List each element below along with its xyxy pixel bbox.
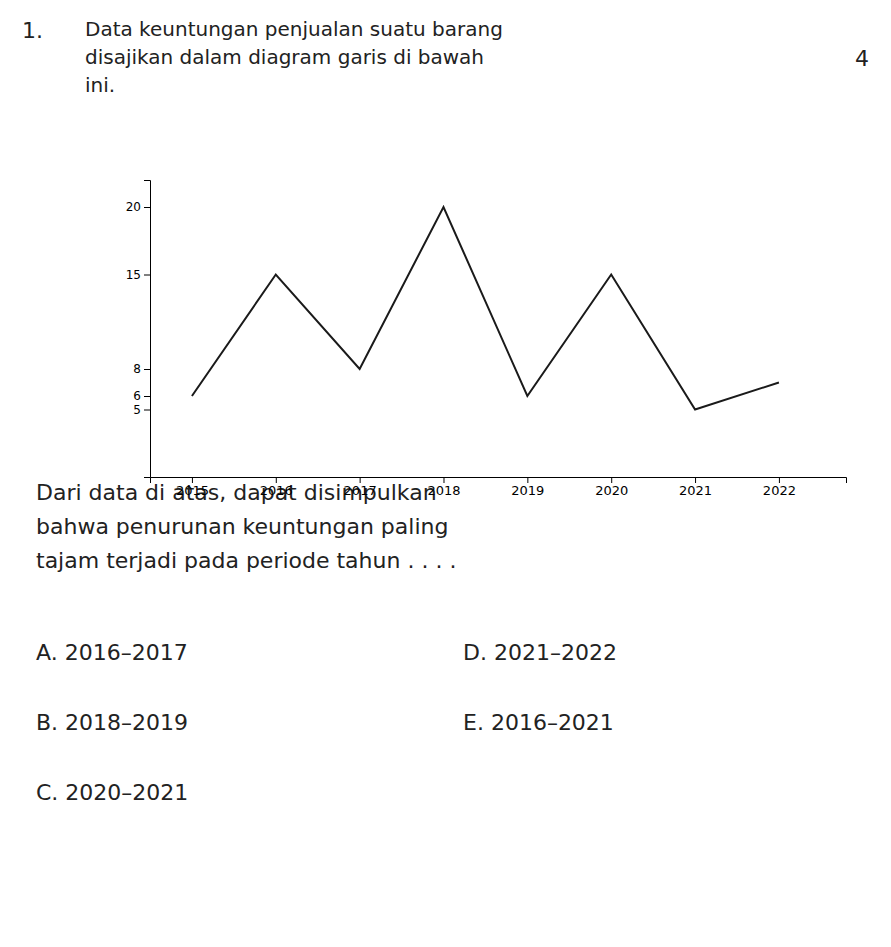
title: Data keuntungan penjualan suatu barang [85, 17, 503, 41]
x-tick-mark [276, 477, 277, 483]
y-tick: 15 [126, 268, 150, 282]
x-tick-label: 2015 [176, 483, 209, 498]
x-tick-label: 2019 [511, 483, 544, 498]
question: Dari data di atas, dapat disimpulkan [36, 480, 437, 505]
y-tick-mark [144, 410, 150, 411]
number-label: 1. [22, 18, 43, 43]
x-tick: 2018 [427, 477, 460, 498]
x-tick-mark [527, 477, 528, 483]
y-tick-label: 20 [126, 200, 141, 214]
x-tick: 2019 [511, 477, 544, 498]
page: Data keuntungan penjualan suatu barang di… [0, 0, 891, 947]
y-tick-mark [144, 275, 150, 276]
title: disajikan dalam diagram garis di bawah [85, 45, 484, 69]
x-tick-label: 2018 [427, 483, 460, 498]
x-tick: 2022 [763, 477, 796, 498]
question: tajam terjadi pada periode tahun . . . . [36, 548, 456, 573]
x-tick-mark [611, 477, 612, 483]
x-tick-label: 2017 [344, 483, 377, 498]
y-tick: 5 [133, 403, 150, 417]
y-axis: 56 8 15 20 [126, 181, 151, 478]
y-axis-line [144, 181, 151, 478]
x-tick-mark [360, 477, 361, 483]
x-axis-line [151, 478, 847, 484]
y-tick-mark [144, 396, 150, 397]
line [192, 207, 779, 410]
question: bahwa penurunan keuntungan paling [36, 514, 448, 539]
x-tick-mark [192, 477, 193, 483]
y-tick-label: 15 [126, 268, 141, 282]
y-tick: 20 [126, 200, 150, 214]
y-tick-label: 8 [133, 362, 141, 376]
x-tick-mark [443, 477, 444, 483]
option: A. 2016–2017 [36, 640, 188, 665]
x-tick-label: 2022 [763, 483, 796, 498]
x-tick-label: 2020 [595, 483, 628, 498]
option: D. 2021–2022 [463, 640, 617, 665]
x-tick-mark [695, 477, 696, 483]
y-tick-mark [144, 369, 150, 370]
x-axis: 2015 2016 2017 2018 2019 2020 2021 2022 [151, 477, 847, 498]
option: B. 2018–2019 [36, 710, 188, 735]
page-number: 4 [855, 46, 869, 71]
option: C. 2020–2021 [36, 780, 188, 805]
y-tick-label: 6 [133, 389, 141, 403]
x-tick-mark [779, 477, 780, 483]
y-tick-mark [144, 207, 150, 208]
title: ini. [85, 73, 115, 97]
x-tick: 2017 [344, 477, 377, 498]
x-tick-label: 2021 [679, 483, 712, 498]
x-tick: 2021 [679, 477, 712, 498]
plot-area [192, 207, 779, 410]
y-tick: 6 [133, 389, 150, 403]
x-tick: 2015 [176, 477, 209, 498]
x-tick: 2016 [260, 477, 293, 498]
x-tick: 2020 [595, 477, 628, 498]
option: E. 2016–2021 [463, 710, 614, 735]
y-tick-label: 5 [133, 403, 141, 417]
chart: 2015 2016 2017 2018 2019 2020 2021 2022 56 8 15 20 [126, 181, 847, 499]
x-tick-label: 2016 [260, 483, 293, 498]
y-tick: 8 [133, 362, 150, 376]
